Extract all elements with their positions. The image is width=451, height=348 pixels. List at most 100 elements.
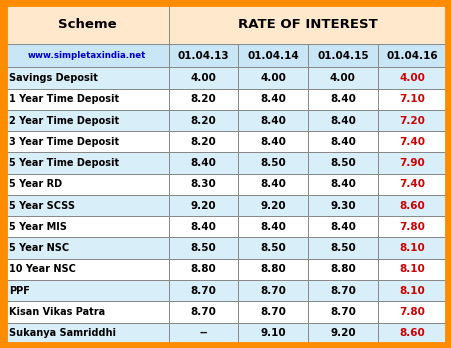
Text: 01.04.14: 01.04.14 <box>247 51 299 61</box>
Bar <box>5 195 168 216</box>
Bar <box>168 280 238 301</box>
Text: 8.80: 8.80 <box>190 264 216 274</box>
Bar <box>377 195 446 216</box>
Bar <box>5 89 168 110</box>
Bar <box>238 68 308 89</box>
Bar <box>238 174 308 195</box>
Bar <box>377 216 446 237</box>
Text: 8.70: 8.70 <box>329 307 355 317</box>
Bar <box>308 44 377 68</box>
Text: 7.40: 7.40 <box>398 137 424 147</box>
Text: 8.60: 8.60 <box>398 200 424 211</box>
Text: 8.40: 8.40 <box>260 116 285 126</box>
Bar <box>238 301 308 323</box>
Text: 1 Year Time Deposit: 1 Year Time Deposit <box>9 94 119 104</box>
Text: 9.20: 9.20 <box>329 328 355 338</box>
Bar <box>377 44 446 68</box>
Bar <box>238 152 308 174</box>
Text: 8.40: 8.40 <box>260 137 285 147</box>
Text: Scheme: Scheme <box>58 18 116 31</box>
Text: 8.20: 8.20 <box>190 116 216 126</box>
Text: 8.40: 8.40 <box>329 94 355 104</box>
Bar <box>308 216 377 237</box>
Text: 7.90: 7.90 <box>398 158 424 168</box>
Text: 8.50: 8.50 <box>190 243 216 253</box>
Bar <box>5 323 168 344</box>
Text: Kisan Vikas Patra: Kisan Vikas Patra <box>9 307 105 317</box>
Text: PPF: PPF <box>9 286 30 296</box>
Bar <box>238 195 308 216</box>
Bar <box>377 259 446 280</box>
Bar <box>238 259 308 280</box>
Bar <box>238 237 308 259</box>
Bar <box>168 237 238 259</box>
Text: 4.00: 4.00 <box>398 73 424 83</box>
Bar <box>308 280 377 301</box>
Text: 8.40: 8.40 <box>190 158 216 168</box>
Bar <box>168 89 238 110</box>
Text: www.simpletaxindia.net: www.simpletaxindia.net <box>28 51 146 60</box>
Bar <box>168 195 238 216</box>
Text: 8.10: 8.10 <box>398 264 424 274</box>
Bar <box>377 131 446 152</box>
Text: 01.04.15: 01.04.15 <box>317 51 368 61</box>
Bar <box>308 131 377 152</box>
Bar <box>308 110 377 131</box>
Bar <box>238 44 308 68</box>
Bar <box>5 4 168 44</box>
Text: 8.10: 8.10 <box>398 286 424 296</box>
Text: 7.80: 7.80 <box>398 307 424 317</box>
Bar <box>377 237 446 259</box>
Text: 7.80: 7.80 <box>398 222 424 232</box>
Bar <box>308 89 377 110</box>
Bar <box>5 237 168 259</box>
Text: 8.50: 8.50 <box>260 158 285 168</box>
Text: 8.60: 8.60 <box>398 328 424 338</box>
Text: 8.50: 8.50 <box>329 158 355 168</box>
Bar <box>308 195 377 216</box>
Text: 7.10: 7.10 <box>398 94 424 104</box>
Bar <box>5 152 168 174</box>
Bar <box>168 216 238 237</box>
Text: 8.80: 8.80 <box>329 264 355 274</box>
Bar <box>308 259 377 280</box>
Text: 9.10: 9.10 <box>260 328 285 338</box>
Bar <box>377 280 446 301</box>
Bar <box>238 89 308 110</box>
Text: 01.04.16: 01.04.16 <box>386 51 437 61</box>
Bar <box>377 323 446 344</box>
Bar <box>377 152 446 174</box>
Text: 8.10: 8.10 <box>398 243 424 253</box>
Bar <box>5 174 168 195</box>
Bar <box>168 174 238 195</box>
Text: --: -- <box>199 328 207 338</box>
Bar <box>238 131 308 152</box>
Text: Savings Deposit: Savings Deposit <box>9 73 98 83</box>
Bar <box>168 68 238 89</box>
Text: 2 Year Time Deposit: 2 Year Time Deposit <box>9 116 119 126</box>
Text: 8.40: 8.40 <box>329 137 355 147</box>
Bar <box>168 323 238 344</box>
Text: 8.30: 8.30 <box>190 179 216 189</box>
Text: 8.40: 8.40 <box>260 222 285 232</box>
Bar <box>238 280 308 301</box>
Bar <box>5 44 168 68</box>
Bar <box>377 110 446 131</box>
Text: Sukanya Samriddhi: Sukanya Samriddhi <box>9 328 116 338</box>
Text: 5 Year NSC: 5 Year NSC <box>9 243 69 253</box>
Text: 8.40: 8.40 <box>329 179 355 189</box>
Bar <box>308 323 377 344</box>
Bar <box>5 110 168 131</box>
Text: 8.40: 8.40 <box>260 94 285 104</box>
Text: 9.20: 9.20 <box>260 200 285 211</box>
Text: 7.20: 7.20 <box>398 116 424 126</box>
Text: 8.50: 8.50 <box>260 243 285 253</box>
Bar <box>238 323 308 344</box>
Bar <box>168 152 238 174</box>
Bar <box>308 152 377 174</box>
Bar <box>238 110 308 131</box>
Text: 8.40: 8.40 <box>190 222 216 232</box>
Text: 8.40: 8.40 <box>329 116 355 126</box>
Text: 8.70: 8.70 <box>190 307 216 317</box>
Bar <box>168 131 238 152</box>
